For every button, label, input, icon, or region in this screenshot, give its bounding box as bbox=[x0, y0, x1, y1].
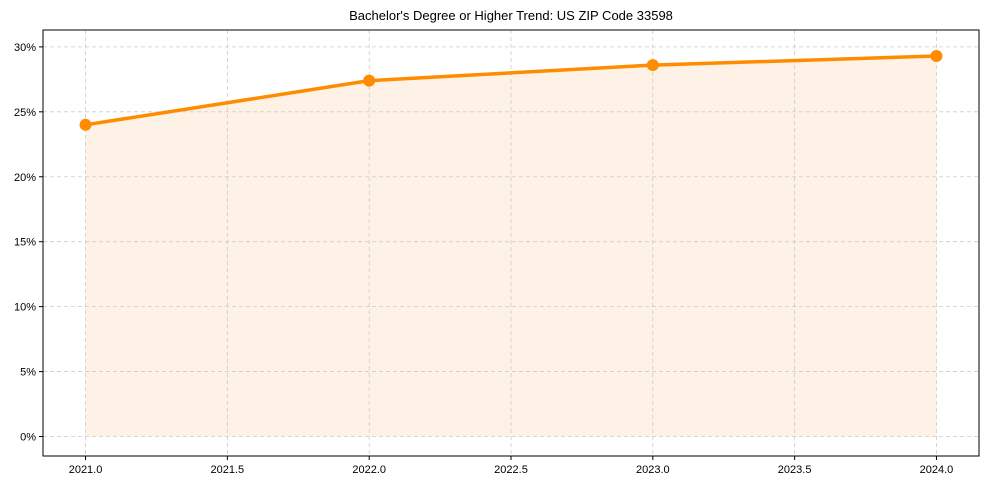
data-line bbox=[85, 54, 937, 127]
data-point bbox=[930, 49, 943, 62]
data-point bbox=[79, 118, 92, 131]
x-tick-label: 2021.5 bbox=[211, 464, 245, 476]
chart-title: Bachelor's Degree or Higher Trend: US ZI… bbox=[349, 8, 673, 23]
x-tick-label: 2022.5 bbox=[494, 464, 528, 476]
area-fill bbox=[85, 55, 937, 437]
y-tick-label: 5% bbox=[20, 367, 36, 379]
data-point bbox=[646, 59, 659, 72]
data-point bbox=[363, 74, 376, 87]
x-tick-label: 2024.0 bbox=[920, 464, 954, 476]
x-tick-label: 2021.0 bbox=[69, 464, 103, 476]
y-tick-label: 0% bbox=[20, 432, 36, 444]
y-tick-label: 20% bbox=[14, 172, 36, 184]
x-tick-label: 2023.0 bbox=[636, 464, 670, 476]
y-tick-label: 10% bbox=[14, 302, 36, 314]
plot-area: 2021.0 2021.5 2022.0 2022.5 2023.0 2023.5 2024… bbox=[14, 29, 980, 476]
y-tick-label: 15% bbox=[14, 237, 36, 249]
x-tick-label: 2022.0 bbox=[352, 464, 386, 476]
y-tick-label: 30% bbox=[14, 42, 36, 54]
y-tick-label: 25% bbox=[14, 107, 36, 119]
x-tick-label: 2023.5 bbox=[778, 464, 812, 476]
